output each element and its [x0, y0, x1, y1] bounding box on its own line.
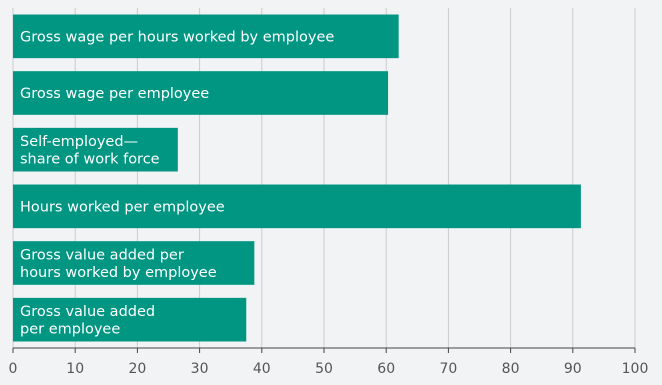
grid-lines — [12, 8, 636, 348]
bar-label: Hours worked per employee — [20, 199, 225, 215]
bar — [13, 241, 255, 285]
bar — [13, 14, 399, 59]
bar-labels: Gross wage per hours worked by employee G… — [20, 29, 334, 337]
x-axis: 0 10 20 30 40 50 60 70 80 90 100 — [9, 347, 649, 377]
bar-label: Gross wage per employee — [20, 86, 209, 102]
bars — [13, 14, 581, 342]
bar — [13, 184, 581, 229]
bar-label: Gross wage per hours worked by employee — [20, 29, 334, 45]
bar-label: Gross value added per hours worked by emp… — [20, 247, 217, 281]
x-tick-label: 30 — [191, 361, 209, 377]
x-tick-label: 100 — [622, 361, 649, 377]
bar — [13, 297, 247, 342]
x-tick-label: 90 — [564, 361, 582, 377]
x-tick-label: 10 — [66, 361, 84, 377]
x-tick-label: 50 — [315, 361, 333, 377]
x-tick-label: 80 — [502, 361, 520, 377]
bar-label: Self-employed— share of work force — [20, 134, 160, 168]
x-tick-label: 70 — [439, 361, 457, 377]
bar-label: Gross value added per employee — [20, 304, 155, 338]
x-tick-label: 60 — [377, 361, 395, 377]
x-tick-label: 0 — [9, 361, 18, 377]
bar — [13, 127, 178, 172]
bar — [13, 71, 389, 115]
x-tick-label: 40 — [253, 361, 271, 377]
x-tick-label: 20 — [128, 361, 146, 377]
